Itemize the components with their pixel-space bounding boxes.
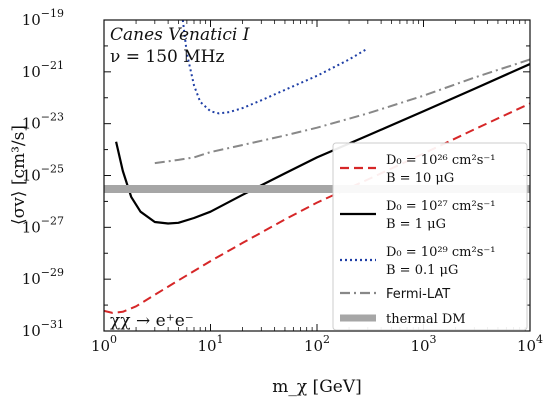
x-tick-label: 102 — [304, 333, 330, 355]
legend: D₀ = 10²⁶ cm²s⁻¹ B = 10 μG D₀ = 10²⁷ cm²s⁻… — [332, 142, 528, 331]
y-tick-label: 10−25 — [22, 163, 64, 185]
legend-label-line2: B = 1 μG — [386, 217, 446, 232]
y-tick-label: 10−23 — [22, 111, 64, 133]
x-tick-label: 100 — [91, 333, 117, 355]
annotation-target: Canes Venatici I — [110, 25, 250, 45]
y-tick-label: 10−21 — [22, 59, 64, 81]
x-tick-label: 101 — [197, 333, 223, 355]
x-tick-label: 104 — [517, 333, 543, 355]
legend-box — [332, 142, 528, 331]
series-line-1 — [115, 62, 530, 225]
series-line-3 — [154, 58, 530, 165]
annotation-channel: χχ → e⁺e⁻ — [110, 311, 194, 331]
legend-label-line2: B = 0.1 μG — [386, 263, 458, 278]
series-line-0 — [104, 102, 530, 314]
legend-label-line2: B = 10 μG — [386, 171, 454, 186]
y-tick-label: 10−19 — [22, 7, 64, 29]
series-line-2 — [181, 20, 369, 115]
legend-label-line1: D₀ = 10²⁷ cm²s⁻¹ — [386, 199, 495, 214]
y-axis-label: ⟨σv⟩ [cm³/s] — [9, 125, 29, 225]
legend-label: Fermi-LAT — [386, 287, 450, 302]
annotation-frequency: ν = 150 MHz — [110, 47, 224, 67]
x-axis-label: m_χ [GeV] — [272, 377, 362, 397]
y-tick-label: 10−27 — [22, 214, 64, 236]
y-tick-label: 10−31 — [22, 318, 64, 340]
legend-label: thermal DM — [386, 312, 466, 327]
x-tick-label: 103 — [410, 333, 436, 355]
legend-label-line1: D₀ = 10²⁹ cm²s⁻¹ — [386, 245, 495, 260]
legend-label-line1: D₀ = 10²⁶ cm²s⁻¹ — [386, 153, 495, 168]
y-tick-label: 10−29 — [22, 266, 64, 288]
